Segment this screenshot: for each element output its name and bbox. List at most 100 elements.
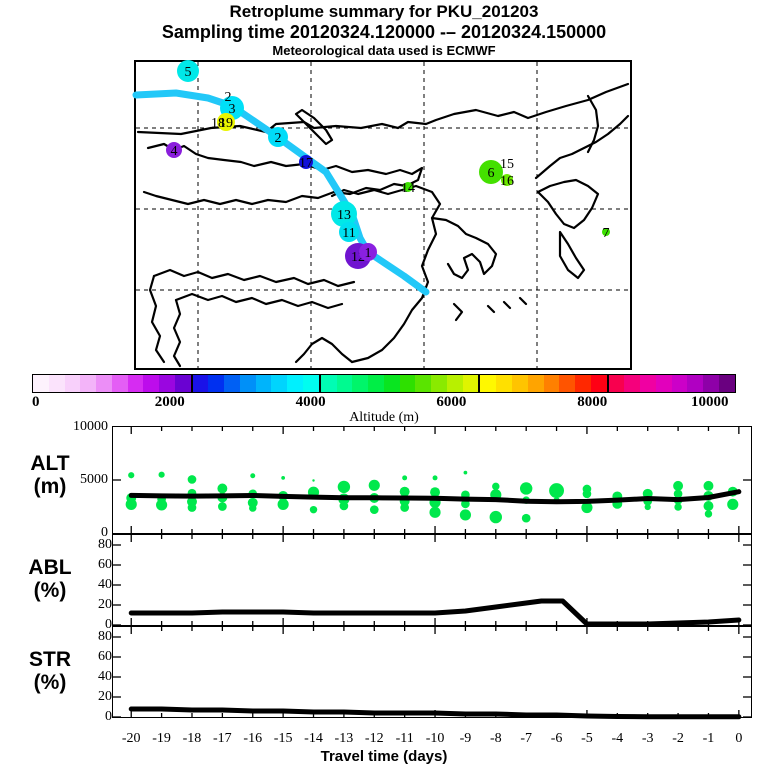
alt-data-point: [277, 498, 289, 510]
str-line: [128, 706, 742, 720]
colorbar[interactable]: [32, 374, 736, 393]
map-coastlines: [136, 82, 630, 368]
title-block: Retroplume summary for PKU_201203 Sampli…: [0, 2, 768, 59]
colorbar-swatch: [239, 375, 256, 392]
colorbar-swatch: [640, 375, 656, 392]
yaxis-tick-label: 60: [98, 649, 112, 664]
map-marker: [217, 113, 235, 131]
alt-data-point: [339, 501, 349, 511]
abl-line: [128, 598, 742, 627]
map-panel[interactable]: 5 4 3 2 19 18 2 17 14 6 15 16 13 11 12 1 7: [132, 60, 632, 370]
colorbar-tick-label: 6000: [436, 394, 467, 410]
colorbar-swatch: [718, 375, 735, 392]
alt-data-point: [582, 489, 592, 499]
map-marker-label: 7: [603, 226, 610, 241]
colorbar-swatch: [462, 375, 479, 392]
xaxis-tick-label: -19: [152, 731, 171, 746]
xaxis-title: Travel time (days): [320, 748, 448, 765]
colorbar-swatch: [111, 375, 128, 392]
alt-data-point: [125, 498, 137, 510]
colorbar-swatch: [96, 375, 112, 392]
colorbar-swatch: [606, 375, 625, 392]
colorbar-swatch: [159, 375, 175, 392]
alt-data-point: [402, 475, 408, 481]
xaxis-tick-label: -5: [581, 731, 593, 746]
xaxis-tick-label: -17: [213, 731, 232, 746]
alt-data-point: [217, 483, 228, 494]
map-marker-label: 2: [225, 90, 232, 105]
map-graticule: [136, 62, 630, 368]
xaxis-tick-label: -15: [273, 731, 293, 746]
yaxis-tick-label: 80: [98, 537, 112, 552]
map-marker-label: 15: [500, 157, 514, 172]
map-marker-label: 14: [401, 181, 415, 196]
colorbar-swatch: [368, 375, 384, 392]
map-marker-label: 11: [342, 226, 355, 241]
map-marker-label: 4: [171, 144, 178, 159]
yaxis-tick-label: 40: [98, 669, 112, 684]
alt-data-point: [337, 480, 351, 494]
alt-data-point: [519, 482, 533, 495]
alt-data-point: [400, 503, 409, 512]
str-label-line2: (%): [33, 671, 67, 694]
colorbar-swatch: [543, 375, 560, 392]
xaxis-ticklabels: -20 -19 -18 -17 -16 -15 -14 -13 -12 -11 -10 -9 -8 -7-…: [0, 731, 768, 751]
alt-plot-canvas: [113, 427, 751, 533]
colorbar-swatch: [527, 375, 544, 392]
colorbar-swatch: [208, 375, 225, 392]
alt-data-point: [368, 479, 380, 491]
str-plot-panel[interactable]: [112, 626, 752, 720]
xaxis-tick-label: -18: [182, 731, 202, 746]
str-label-line1: STR: [29, 648, 71, 671]
alt-data-point: [158, 471, 165, 478]
xaxis-tick-label: -1: [702, 731, 715, 746]
colorbar-swatch: [431, 375, 447, 392]
map-marker: [602, 228, 610, 236]
alt-data-point: [309, 505, 318, 514]
colorbar-swatch: [318, 375, 337, 392]
alt-data-point: [521, 513, 531, 523]
colorbar-gradient: [32, 374, 736, 393]
map-marker: [359, 243, 377, 261]
colorbar-swatch: [190, 375, 209, 392]
alt-label-line1: ALT: [30, 452, 70, 475]
xaxis-tick-label: -16: [243, 731, 263, 746]
xaxis-tick-label: -12: [364, 731, 384, 746]
page-title: Retroplume summary for PKU_201203: [229, 2, 539, 21]
colorbar-swatch: [143, 375, 160, 392]
alt-data-point: [187, 503, 197, 512]
yaxis-tick-label: 40: [98, 577, 112, 592]
map-marker: [166, 142, 182, 158]
alt-data-point: [250, 473, 256, 479]
xaxis-tick-label: -2: [672, 731, 684, 746]
alt-data-point: [459, 509, 471, 521]
colorbar-tick-label: 4000: [295, 394, 326, 410]
colorbar-ticklabels: 0 2000 4000 6000 8000 10000: [0, 394, 768, 412]
alt-data-point: [703, 480, 714, 491]
map-marker: [268, 127, 288, 147]
map-marker: [479, 160, 503, 184]
alt-data-point: [187, 475, 197, 484]
alt-data-point: [489, 510, 502, 524]
map-marker: [331, 201, 357, 227]
alt-plot-panel[interactable]: [112, 426, 752, 534]
alt-data-point: [249, 504, 257, 512]
map-marker: [501, 174, 513, 186]
colorbar-swatch: [671, 375, 688, 392]
map-marker: [339, 222, 359, 242]
colorbar-swatch: [687, 375, 704, 392]
alt-data-point: [549, 483, 565, 499]
map-marker: [177, 60, 199, 82]
abl-plot-panel[interactable]: [112, 534, 752, 627]
map-marker-label: 18: [211, 116, 225, 131]
alt-data-point: [674, 503, 682, 511]
colorbar-swatch: [80, 375, 97, 392]
colorbar-swatch: [303, 375, 319, 392]
alt-data-point: [429, 506, 441, 518]
colorbar-swatch: [287, 375, 304, 392]
alt-yaxis-ticklabels: 10000 5000 0: [56, 420, 108, 540]
alt-data-point: [644, 503, 651, 511]
colorbar-swatch: [624, 375, 641, 392]
